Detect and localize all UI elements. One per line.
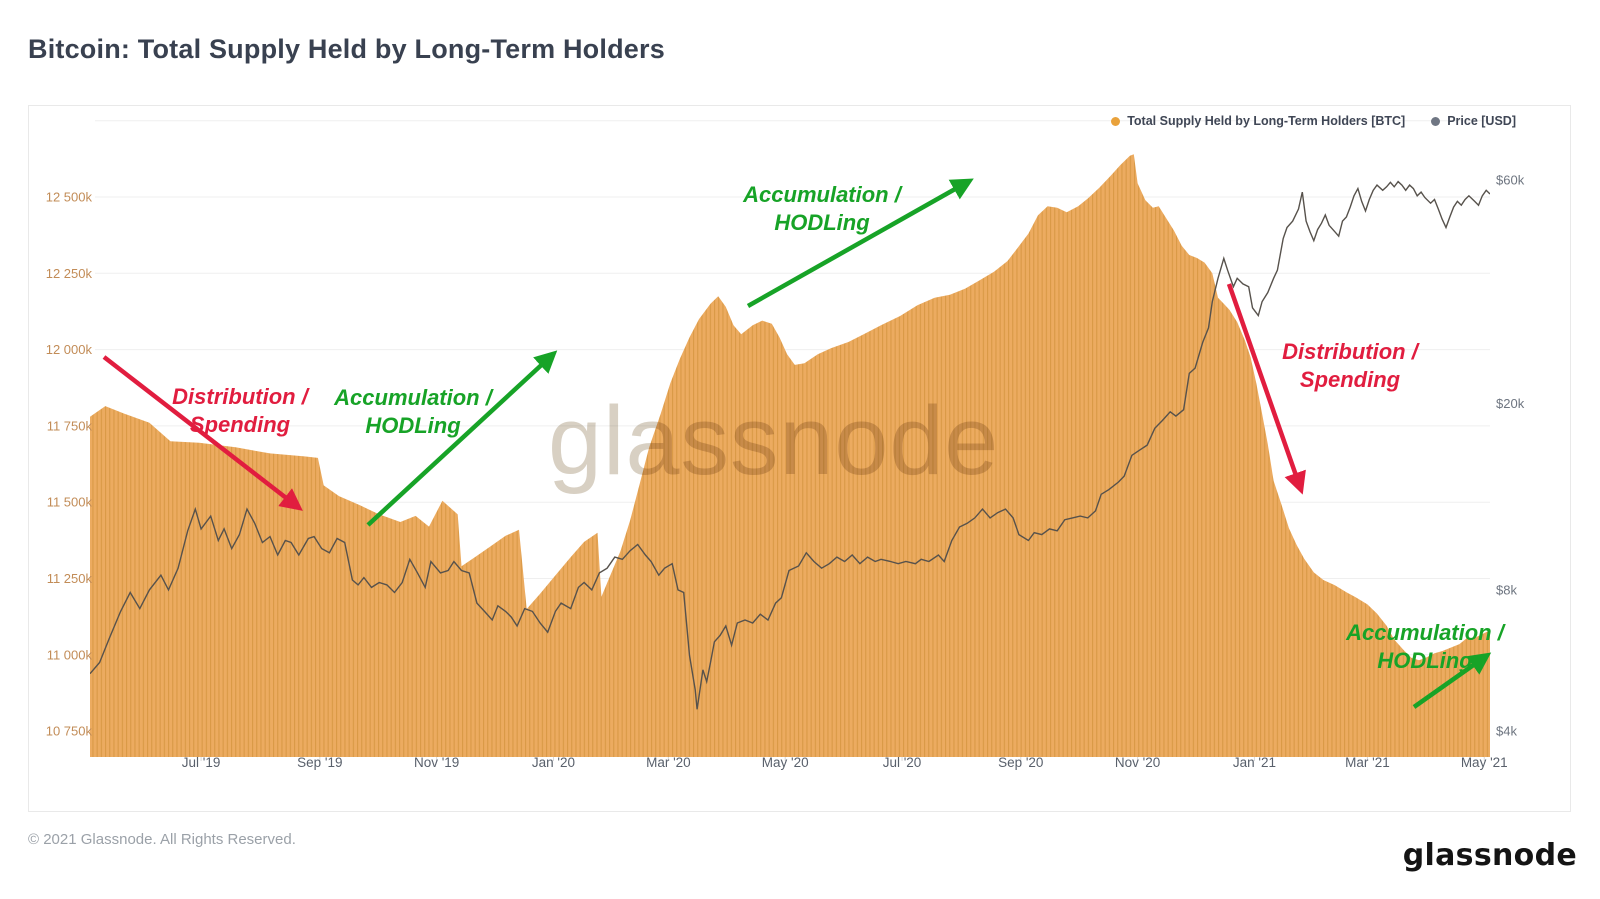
right-axis-tick-label: $8k (1496, 582, 1517, 597)
left-axis-tick-label: 11 250k (47, 571, 93, 586)
price-line-series[interactable] (90, 180, 1490, 710)
legend-label-price: Price [USD] (1447, 114, 1516, 128)
left-axis-tick-label: 12 000k (46, 342, 93, 357)
annotation-arrow-accumulation-2 (746, 178, 974, 308)
page-title: Bitcoin: Total Supply Held by Long-Term … (28, 34, 665, 64)
x-axis-tick-label: Sep '20 (998, 755, 1043, 770)
x-axis-tick-label: Jul '20 (883, 755, 922, 770)
x-axis-tick-label: May '20 (762, 755, 809, 770)
x-axis-tick-label: Jan '21 (1233, 755, 1276, 770)
supply-area-series[interactable] (90, 154, 1490, 757)
glassnode-logo: glassnode (1402, 838, 1577, 873)
annotation-text-accumulation-2: Accumulation / HODLing (743, 182, 901, 235)
right-axis-tick-label: $60k (1496, 172, 1525, 187)
footer-copyright: © 2021 Glassnode. All Rights Reserved. (28, 831, 296, 848)
annotation-arrow-distribution-1 (102, 355, 303, 511)
left-axis-tick-label: 12 250k (46, 266, 93, 281)
legend-label-supply: Total Supply Held by Long-Term Holders [… (1127, 114, 1406, 128)
left-axis-tick-label: 11 750k (47, 418, 93, 433)
annotation-text-accumulation-3: Accumulation / HODLing (1346, 620, 1504, 673)
annotation-arrow-distribution-2 (1226, 283, 1306, 495)
x-axis-tick-label: Mar '20 (646, 755, 691, 770)
left-axis-tick-label: 12 500k (46, 190, 93, 205)
annotation-arrow-accumulation-3 (1412, 652, 1492, 709)
x-axis-tick-label: Jul '19 (182, 755, 221, 770)
annotation-text-accumulation-1: Accumulation / HODLing (334, 385, 492, 438)
left-axis-tick-label: 11 000k (47, 647, 93, 662)
x-axis-tick-label: Mar '21 (1345, 755, 1390, 770)
legend-item-supply[interactable]: Total Supply Held by Long-Term Holders [… (1111, 114, 1405, 128)
left-axis-tick-label: 10 750k (46, 724, 93, 739)
x-axis-tick-label: Jan '20 (532, 755, 575, 770)
supply-legend-dot-icon (1111, 116, 1121, 126)
price-legend-dot-icon (1431, 116, 1441, 126)
legend-item-price[interactable]: Price [USD] (1431, 114, 1516, 128)
right-axis-tick-label: $20k (1496, 396, 1525, 411)
chart-legend: Total Supply Held by Long-Term Holders [… (1111, 114, 1516, 128)
x-axis-tick-label: Nov '20 (1115, 755, 1160, 770)
right-axis-tick-label: $4k (1496, 724, 1517, 739)
x-axis-tick-label: May '21 (1461, 755, 1508, 770)
x-axis-tick-label: Sep '19 (297, 755, 342, 770)
x-axis-tick-label: Nov '19 (414, 755, 459, 770)
annotation-text-distribution-1: Distribution / Spending (172, 384, 308, 437)
annotation-arrow-accumulation-1 (366, 350, 558, 527)
annotation-text-distribution-2: Distribution / Spending (1282, 339, 1418, 392)
left-axis-tick-label: 11 500k (47, 495, 93, 510)
